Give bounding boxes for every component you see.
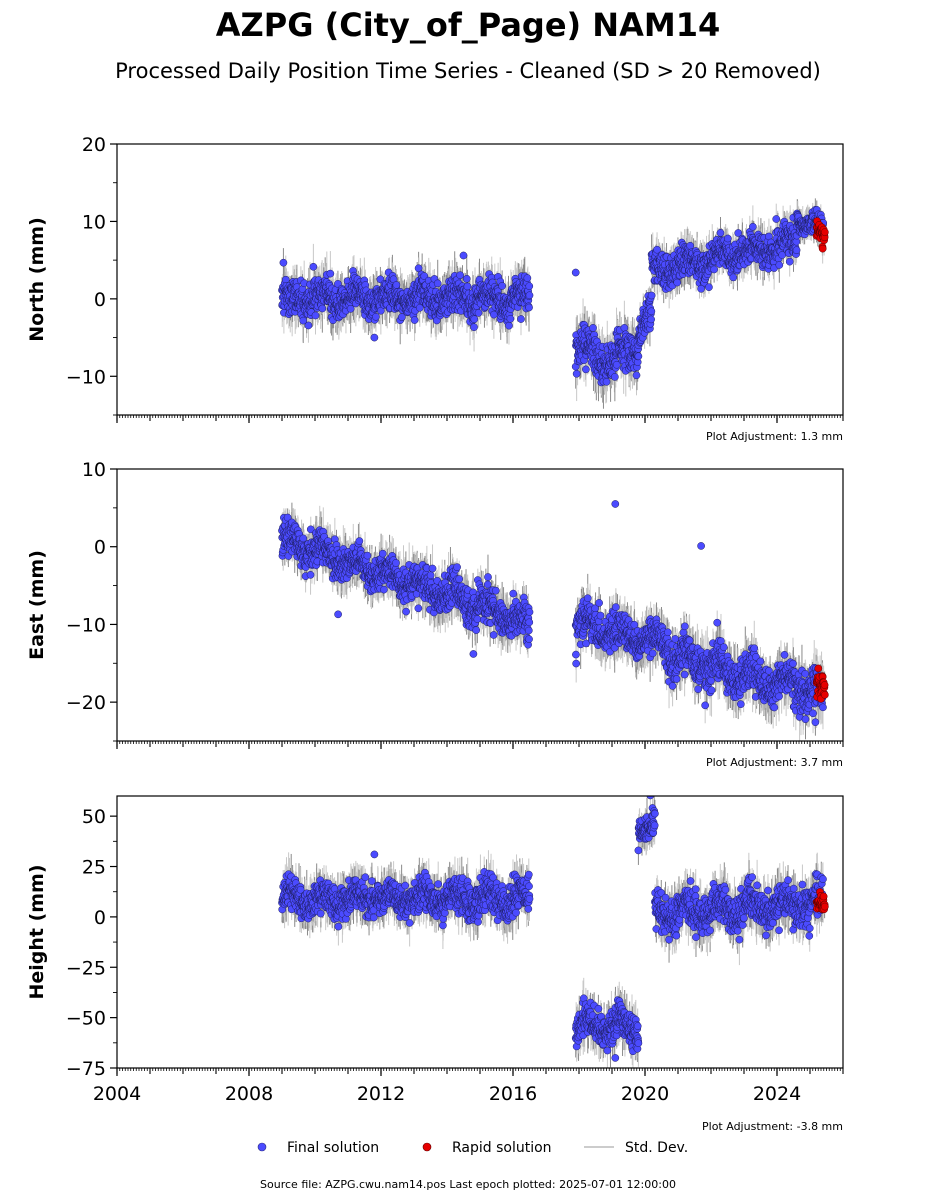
final-solution-point <box>647 315 655 324</box>
final-solution-point <box>304 321 313 330</box>
y-tick-label: 10 <box>82 211 106 233</box>
final-solution-point <box>653 245 661 254</box>
final-solution-point <box>749 222 757 231</box>
final-solution-point <box>686 241 695 250</box>
final-solution-point <box>410 316 419 324</box>
final-solution-point <box>517 315 525 323</box>
final-solution-point <box>775 261 784 269</box>
final-solution-point <box>463 282 472 291</box>
final-solution-point <box>370 333 379 342</box>
final-solution-point <box>498 282 506 290</box>
final-solution-point <box>470 323 478 332</box>
final-solution-point <box>792 246 801 255</box>
y-tick-label: 20 <box>82 134 106 156</box>
final-solution-point <box>602 377 611 386</box>
final-solution-point <box>470 315 479 324</box>
final-solution-point <box>647 307 656 316</box>
final-solution-point <box>697 284 705 293</box>
final-solution-point <box>279 258 288 267</box>
final-solution-point <box>705 283 713 292</box>
y-axis-label: North (mm) <box>26 217 48 342</box>
final-solution-point <box>309 262 318 271</box>
final-solution-point <box>462 274 471 283</box>
final-solution-point <box>474 309 483 317</box>
data-points <box>278 205 829 387</box>
final-solution-point <box>612 360 621 369</box>
final-solution-point <box>415 303 424 312</box>
final-solution-point <box>634 352 643 361</box>
final-solution-point <box>326 269 335 278</box>
rapid-solution-point <box>821 228 829 237</box>
final-solution-point <box>525 303 533 312</box>
final-solution-point <box>506 314 515 323</box>
final-solution-point <box>299 316 308 325</box>
final-solution-point <box>620 324 629 332</box>
final-solution-point <box>572 369 581 378</box>
final-solution-point <box>372 312 380 321</box>
chart-subtitle: Processed Daily Position Time Series - C… <box>115 59 821 83</box>
final-solution-point <box>647 291 656 300</box>
final-solution-point <box>772 215 781 223</box>
panel-2-plot-area <box>278 500 829 741</box>
chart-title: AZPG (City_of_Page) NAM14 <box>216 6 720 44</box>
final-solution-point <box>729 273 738 282</box>
final-solution-point <box>785 257 794 266</box>
final-solution-point <box>582 365 590 374</box>
final-solution-point <box>377 306 385 315</box>
panels-group: −10 0 10 20 North (mm) Plot Adjustment: 1.3 m… <box>26 134 844 1133</box>
final-solution-point <box>459 251 468 260</box>
final-solution-point <box>318 304 327 313</box>
final-solution-point <box>433 279 442 288</box>
final-solution-point <box>311 311 320 320</box>
final-solution-point <box>456 271 464 280</box>
y-tick-label: −10 <box>66 366 106 388</box>
final-solution-point <box>525 291 534 300</box>
final-solution-point <box>611 373 619 381</box>
final-solution-point <box>505 321 513 330</box>
final-solution-point <box>723 234 732 243</box>
final-solution-point <box>525 282 534 290</box>
final-solution-point <box>673 278 682 287</box>
panel-1-plot-area <box>278 198 829 409</box>
final-solution-point <box>716 229 725 237</box>
panel-1: −10 0 10 20 North (mm) Plot Adjustment: 1.3 m… <box>26 134 844 443</box>
y-tick-label: 0 <box>94 289 106 311</box>
final-solution-point <box>346 304 355 313</box>
final-solution-point <box>734 229 743 237</box>
final-solution-point <box>420 272 429 280</box>
final-solution-point <box>589 324 597 332</box>
plot-adjustment-note: Plot Adjustment: 1.3 mm <box>706 430 843 443</box>
final-solution-point <box>523 274 532 282</box>
rapid-solution-point <box>818 244 827 253</box>
final-solution-point <box>632 371 641 380</box>
final-solution-point <box>392 281 401 289</box>
final-solution-point <box>571 268 580 277</box>
final-solution-point <box>710 265 718 274</box>
